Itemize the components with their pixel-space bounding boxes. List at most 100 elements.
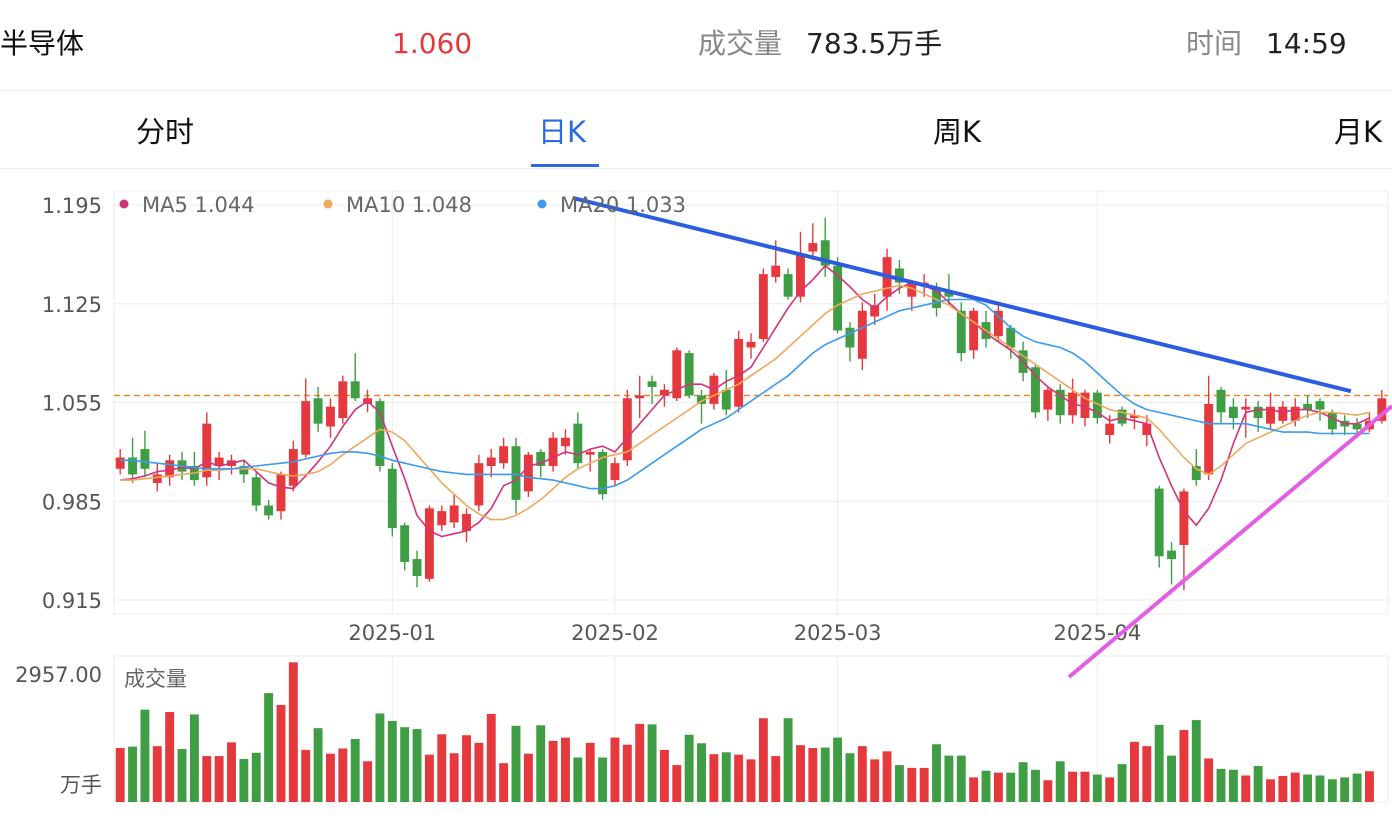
candle-body (820, 240, 830, 266)
candle-body (1117, 409, 1127, 424)
volume-bar (1327, 779, 1337, 802)
volume-bar (523, 753, 533, 802)
volume-bar (647, 724, 657, 802)
tab-monthly-k[interactable]: 月K (1334, 115, 1383, 149)
candle-body (536, 451, 546, 466)
candle-body (734, 339, 744, 407)
active-tab-indicator (531, 164, 599, 167)
candle-body (1216, 389, 1226, 413)
candle-body (944, 291, 954, 297)
ma20-line (120, 298, 1370, 490)
volume-bar (956, 755, 966, 802)
candle-body (1253, 406, 1263, 419)
volume-bar (1167, 755, 1176, 802)
candle-body (857, 310, 867, 359)
volume-bar (697, 743, 706, 802)
volume-bar (128, 746, 138, 802)
x-tick-label: 2025-02 (571, 621, 659, 645)
y-tick-label: 0.915 (42, 589, 102, 613)
candle-body (808, 243, 818, 252)
candle-body (140, 449, 150, 469)
instrument-name: 半导体 (0, 27, 85, 60)
candle-body (239, 465, 249, 475)
candle-body (251, 477, 261, 506)
volume-bar (1006, 772, 1016, 802)
tab-intraday[interactable]: 分时 (136, 115, 195, 149)
volume-bar (561, 737, 570, 802)
volume-bar (1031, 769, 1040, 802)
date-axis: 2025-01 2025-02 2025-03 2025-04 (348, 621, 1141, 645)
candle-body (561, 437, 570, 447)
candle-body (1315, 401, 1325, 410)
volume-bar (189, 714, 199, 802)
volume-bar (165, 712, 175, 802)
volume-bar (944, 755, 954, 802)
candle-body (684, 353, 694, 396)
volume-bar (771, 756, 781, 802)
volume-bar (1303, 774, 1313, 802)
volume-bar (400, 727, 410, 802)
volume-bar (202, 756, 212, 802)
volume-bar (907, 767, 917, 802)
candle-body (1142, 423, 1152, 435)
candle-body (1080, 392, 1090, 419)
candle-body (1266, 406, 1275, 424)
candle-body (511, 446, 521, 500)
candle-body (214, 457, 224, 466)
candle-body (1228, 406, 1238, 419)
chart-grid (113, 190, 1389, 803)
candle-body (412, 559, 422, 577)
volume-bar (536, 725, 546, 802)
candle-body (783, 274, 793, 297)
volume-max-label: 2957.00 (15, 663, 102, 687)
candle-body (313, 398, 323, 424)
volume-bar (1055, 761, 1065, 802)
volume-bar (375, 713, 385, 802)
y-tick-label: 0.985 (42, 490, 102, 514)
volume-bar (1129, 741, 1139, 802)
volume-bar (326, 753, 335, 802)
candle-body (635, 395, 645, 399)
volume-bar (684, 734, 694, 802)
candle-body (338, 381, 348, 419)
volume-bar (1216, 768, 1226, 802)
support-trendline (1067, 404, 1392, 679)
volume-bar (993, 772, 1003, 802)
candle-body (598, 451, 608, 495)
candle-body (1290, 406, 1300, 421)
candle-body (721, 389, 731, 410)
drawn-trendlines (572, 196, 1392, 679)
volume-bar (387, 721, 397, 802)
candle-body (115, 457, 125, 469)
volume-bar (585, 742, 595, 802)
volume-bar (1241, 775, 1251, 802)
x-tick-label: 2025-03 (794, 621, 882, 645)
candle-body (758, 274, 768, 340)
volume-bar (1278, 775, 1288, 802)
volume-bar (499, 763, 509, 802)
candle-body (1179, 491, 1189, 545)
candle-body (424, 508, 434, 579)
candle-body (548, 437, 558, 466)
volume-bar (857, 746, 867, 802)
volume-bar (264, 693, 274, 802)
candle-body (932, 288, 941, 308)
volume-bar (1315, 775, 1325, 802)
volume-bar (338, 748, 348, 802)
tab-daily-k[interactable]: 日K (538, 115, 587, 149)
volume-bar (511, 725, 521, 802)
volume-bar (1018, 762, 1028, 802)
tab-weekly-k[interactable]: 周K (933, 115, 982, 149)
candle-body (956, 310, 966, 354)
volume-bar (758, 718, 768, 802)
candle-body (387, 468, 397, 529)
legend-label: MA5 1.044 (142, 193, 255, 217)
candle-body (523, 454, 533, 492)
volume-bar (1191, 720, 1201, 802)
kline-chart[interactable]: 1.195 1.125 1.055 0.985 0.915 2025-01 2025-02… (0, 168, 1392, 818)
y-tick-label: 1.195 (42, 194, 102, 218)
volume-bar (1080, 771, 1090, 802)
volume-bar (412, 729, 422, 802)
candle-body (301, 401, 311, 455)
legend-label: MA20 1.033 (560, 193, 686, 217)
